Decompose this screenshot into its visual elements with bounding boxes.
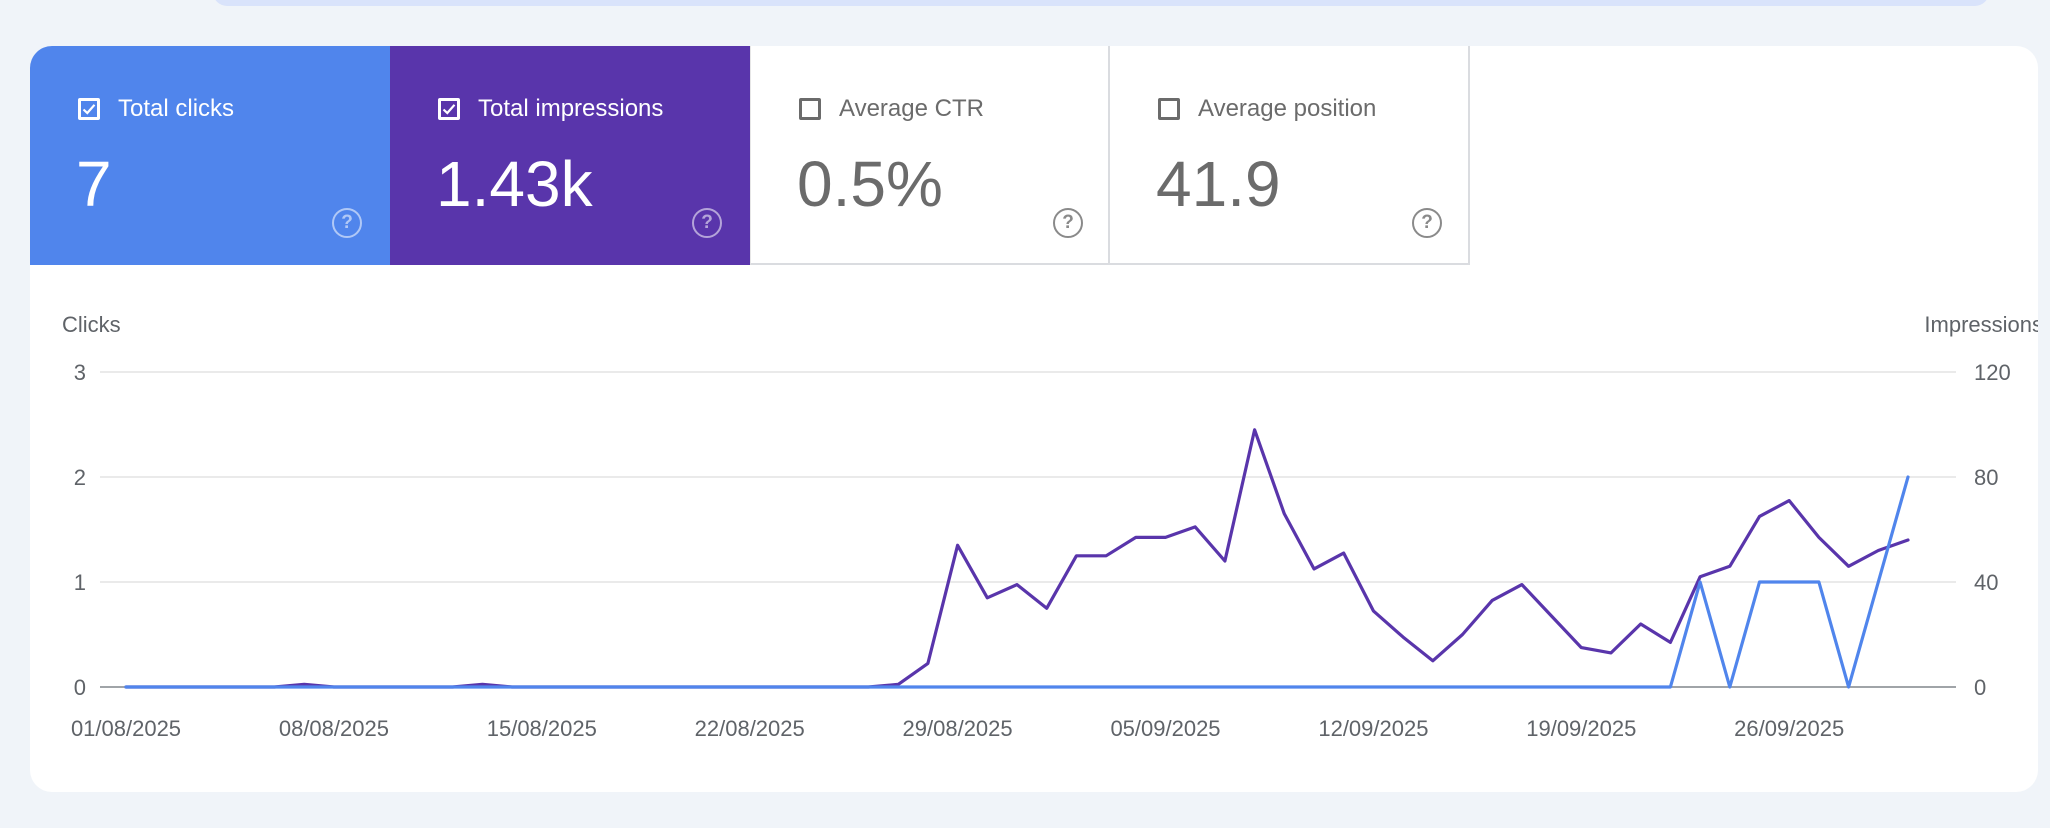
metric-label: Average position bbox=[1198, 95, 1377, 122]
y-right-tick-label: 0 bbox=[1974, 675, 1986, 700]
checkbox-icon[interactable] bbox=[78, 98, 100, 120]
help-circle-icon[interactable]: ? bbox=[692, 208, 722, 238]
x-tick-label: 29/08/2025 bbox=[903, 716, 1013, 741]
checkbox-icon[interactable] bbox=[438, 98, 460, 120]
checkbox-icon[interactable] bbox=[799, 98, 821, 120]
metric-label: Total impressions bbox=[478, 95, 664, 122]
tick-labels: 0 0 1 40 2 80 3 120 01/08/2025 08/08/2025 15/08/20… bbox=[71, 360, 2011, 741]
y-left-tick-label: 1 bbox=[74, 570, 86, 595]
metric-value: 1.43k bbox=[436, 148, 593, 220]
x-tick-label: 15/08/2025 bbox=[487, 716, 597, 741]
x-tick-label: 08/08/2025 bbox=[279, 716, 389, 741]
metric-tabs: Total clicks 7 ? Total impressions 1.43k… bbox=[30, 46, 1470, 265]
grid-lines bbox=[100, 371, 1956, 688]
metric-value: 7 bbox=[76, 148, 112, 220]
metric-total-impressions[interactable]: Total impressions 1.43k ? bbox=[390, 46, 750, 265]
top-bar-edge bbox=[213, 0, 1989, 6]
help-circle-icon[interactable]: ? bbox=[332, 208, 362, 238]
x-tick-label: 19/09/2025 bbox=[1526, 716, 1636, 741]
metric-total-clicks[interactable]: Total clicks 7 ? bbox=[30, 46, 390, 265]
y-left-tick-label: 3 bbox=[74, 360, 86, 385]
performance-card: Total clicks 7 ? Total impressions 1.43k… bbox=[30, 46, 2038, 792]
x-tick-label: 01/08/2025 bbox=[71, 716, 181, 741]
y-right-tick-label: 40 bbox=[1974, 570, 1998, 595]
x-tick-label: 26/09/2025 bbox=[1734, 716, 1844, 741]
series-lines bbox=[124, 428, 1910, 689]
performance-chart: 0 0 1 40 2 80 3 120 01/08/2025 08/08/2025 15/08/20… bbox=[71, 360, 2011, 741]
series-line-clicks bbox=[124, 475, 1910, 689]
metric-average-position[interactable]: Average position 41.9 ? bbox=[1110, 46, 1470, 265]
help-circle-icon[interactable]: ? bbox=[1053, 208, 1083, 238]
y-axis-left-title: Clicks bbox=[62, 312, 121, 337]
metric-label: Total clicks bbox=[118, 95, 235, 122]
y-axis-right-title: Impressions bbox=[1924, 312, 2038, 337]
x-tick-label: 12/09/2025 bbox=[1318, 716, 1428, 741]
help-circle-icon[interactable]: ? bbox=[1412, 208, 1442, 238]
series-line-impressions bbox=[124, 428, 1910, 689]
metric-average-ctr[interactable]: Average CTR 0.5% ? bbox=[750, 46, 1110, 265]
y-right-tick-label: 120 bbox=[1974, 360, 2011, 385]
x-tick-label: 05/09/2025 bbox=[1110, 716, 1220, 741]
metric-value: 0.5% bbox=[797, 148, 943, 220]
metric-label: Average CTR bbox=[839, 95, 984, 122]
y-left-tick-label: 2 bbox=[74, 465, 86, 490]
x-tick-label: 22/08/2025 bbox=[695, 716, 805, 741]
metric-value: 41.9 bbox=[1156, 148, 1281, 220]
checkbox-icon[interactable] bbox=[1158, 98, 1180, 120]
y-right-tick-label: 80 bbox=[1974, 465, 1998, 490]
y-left-tick-label: 0 bbox=[74, 675, 86, 700]
